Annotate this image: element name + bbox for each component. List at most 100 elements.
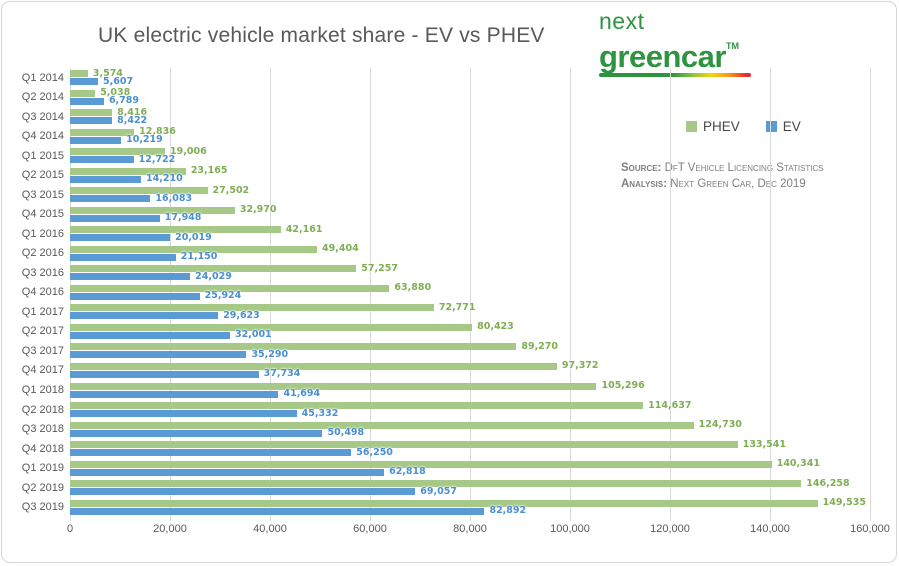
phev-bar bbox=[70, 382, 597, 390]
ev-bar bbox=[70, 507, 485, 515]
phev-barline: 5,038 bbox=[70, 87, 870, 99]
x-tick-label: 140,000 bbox=[750, 523, 790, 535]
ev-value-label: 12,722 bbox=[138, 153, 176, 165]
phev-value-label: 42,161 bbox=[285, 223, 323, 235]
phev-barline: 146,258 bbox=[70, 478, 870, 488]
bar-row: 5,038 6,789 bbox=[70, 88, 870, 108]
ev-bar bbox=[70, 390, 279, 398]
ev-barline: 17,948 bbox=[70, 212, 870, 224]
bar-row: 105,296 41,694 bbox=[70, 380, 870, 400]
category-label: Q1 2019 bbox=[21, 462, 64, 475]
ev-legend-swatch bbox=[765, 121, 777, 132]
ev-bar bbox=[70, 273, 191, 281]
phev-bar bbox=[70, 206, 235, 214]
ev-barline: 37,734 bbox=[70, 368, 870, 380]
phev-barline: 32,970 bbox=[70, 205, 870, 215]
ev-value-label: 82,892 bbox=[489, 505, 527, 517]
bar-row: 140,341 62,818 bbox=[70, 458, 870, 478]
ev-barline: 14,210 bbox=[70, 174, 870, 184]
phev-bar bbox=[70, 421, 694, 429]
chart-legend: PHEV EV bbox=[686, 119, 801, 134]
ev-bar bbox=[70, 78, 99, 86]
phev-bar bbox=[70, 70, 88, 78]
phev-bar bbox=[70, 265, 357, 273]
ev-barline: 5,607 bbox=[70, 77, 870, 86]
ev-value-label: 17,948 bbox=[164, 212, 202, 224]
phev-barline: 133,541 bbox=[70, 439, 870, 449]
bar-row: 32,970 17,948 bbox=[70, 205, 870, 225]
ev-value-label: 69,057 bbox=[420, 485, 457, 497]
ev-value-label: 10,219 bbox=[126, 134, 163, 146]
phev-barline: 97,372 bbox=[70, 361, 870, 371]
bar-row: 12,836 10,219 bbox=[70, 127, 870, 147]
ev-barline: 45,332 bbox=[70, 407, 870, 419]
bar-row: 8,416 8,422 bbox=[70, 107, 870, 127]
ev-value-label: 62,818 bbox=[389, 466, 426, 478]
x-tick-label: 120,000 bbox=[650, 523, 690, 535]
phev-barline: 23,165 bbox=[70, 166, 870, 176]
ev-value-label: 29,623 bbox=[223, 309, 260, 321]
phev-value-label: 149,535 bbox=[822, 497, 866, 509]
logo-text-greencar: greencarTM bbox=[599, 39, 739, 74]
ev-barline: 21,150 bbox=[70, 252, 870, 262]
category-label: Q4 2016 bbox=[21, 286, 64, 299]
category-label: Q1 2014 bbox=[21, 71, 64, 84]
category-label: Q2 2015 bbox=[21, 169, 64, 182]
ev-barline: 12,722 bbox=[70, 153, 870, 165]
plot-area: 3,574 5,607 5,038 6,789 8,416 8,422 12,836 10,2… bbox=[70, 68, 871, 521]
phev-barline: 105,296 bbox=[70, 381, 870, 390]
phev-bar bbox=[70, 499, 818, 507]
phev-barline: 57,257 bbox=[70, 262, 870, 274]
category-label: Q2 2018 bbox=[21, 403, 64, 416]
category-label: Q3 2017 bbox=[21, 344, 64, 357]
ev-barline: 6,789 bbox=[70, 95, 870, 107]
gridline bbox=[470, 68, 471, 521]
gridline bbox=[870, 68, 871, 521]
phev-bar bbox=[70, 187, 208, 195]
phev-bar bbox=[70, 402, 644, 410]
phev-value-label: 49,404 bbox=[322, 243, 359, 255]
ev-value-label: 37,734 bbox=[263, 368, 301, 380]
ev-value-label: 32,001 bbox=[235, 329, 272, 341]
gridline bbox=[370, 68, 371, 521]
ev-bar bbox=[70, 351, 247, 359]
phev-barline: 89,270 bbox=[70, 342, 870, 351]
ev-bar bbox=[70, 156, 134, 164]
category-label: Q2 2019 bbox=[21, 481, 64, 494]
ev-bar bbox=[70, 468, 385, 476]
bar-row: 72,771 29,623 bbox=[70, 302, 870, 322]
bar-row: 42,161 20,019 bbox=[70, 224, 870, 244]
category-label: Q1 2016 bbox=[21, 227, 64, 240]
gridline bbox=[570, 68, 571, 521]
phev-barline: 42,161 bbox=[70, 223, 870, 235]
bar-row: 114,637 45,332 bbox=[70, 400, 870, 420]
ev-value-label: 45,332 bbox=[301, 407, 339, 419]
x-tick-label: 80,000 bbox=[453, 523, 487, 535]
phev-legend-swatch bbox=[686, 121, 697, 132]
phev-value-label: 19,006 bbox=[170, 145, 207, 157]
category-label: Q2 2017 bbox=[21, 325, 64, 338]
bar-row: 19,006 12,722 bbox=[70, 146, 870, 166]
phev-value-label: 63,880 bbox=[394, 282, 432, 294]
ev-barline: 35,290 bbox=[70, 348, 870, 360]
category-label: Q3 2018 bbox=[21, 423, 64, 436]
x-axis-labels: 0 20,000 40,000 60,000 80,000 100,000 120,000 1… bbox=[67, 523, 890, 539]
phev-value-label: 5,038 bbox=[100, 87, 131, 99]
ev-barline: 25,924 bbox=[70, 291, 870, 301]
phev-bar bbox=[70, 304, 434, 312]
bar-row: 49,404 21,150 bbox=[70, 244, 870, 264]
ev-value-label: 35,290 bbox=[251, 348, 289, 360]
ev-barline: 41,694 bbox=[70, 389, 870, 398]
phev-barline: 80,423 bbox=[70, 322, 870, 332]
phev-value-label: 57,257 bbox=[361, 262, 398, 274]
phev-value-label: 8,416 bbox=[117, 106, 148, 118]
ev-value-label: 20,019 bbox=[175, 231, 212, 243]
ev-barline: 62,818 bbox=[70, 466, 870, 478]
phev-bar bbox=[70, 245, 318, 253]
category-labels: Q1 2014 Q2 2014 Q3 2014 Q4 2014 Q1 2015 Q2 20… bbox=[6, 68, 64, 517]
ev-value-label: 6,789 bbox=[108, 95, 139, 107]
ev-bar bbox=[70, 370, 259, 378]
legend-item-phev: PHEV bbox=[686, 119, 740, 134]
logo-gradient-underline bbox=[599, 73, 751, 77]
